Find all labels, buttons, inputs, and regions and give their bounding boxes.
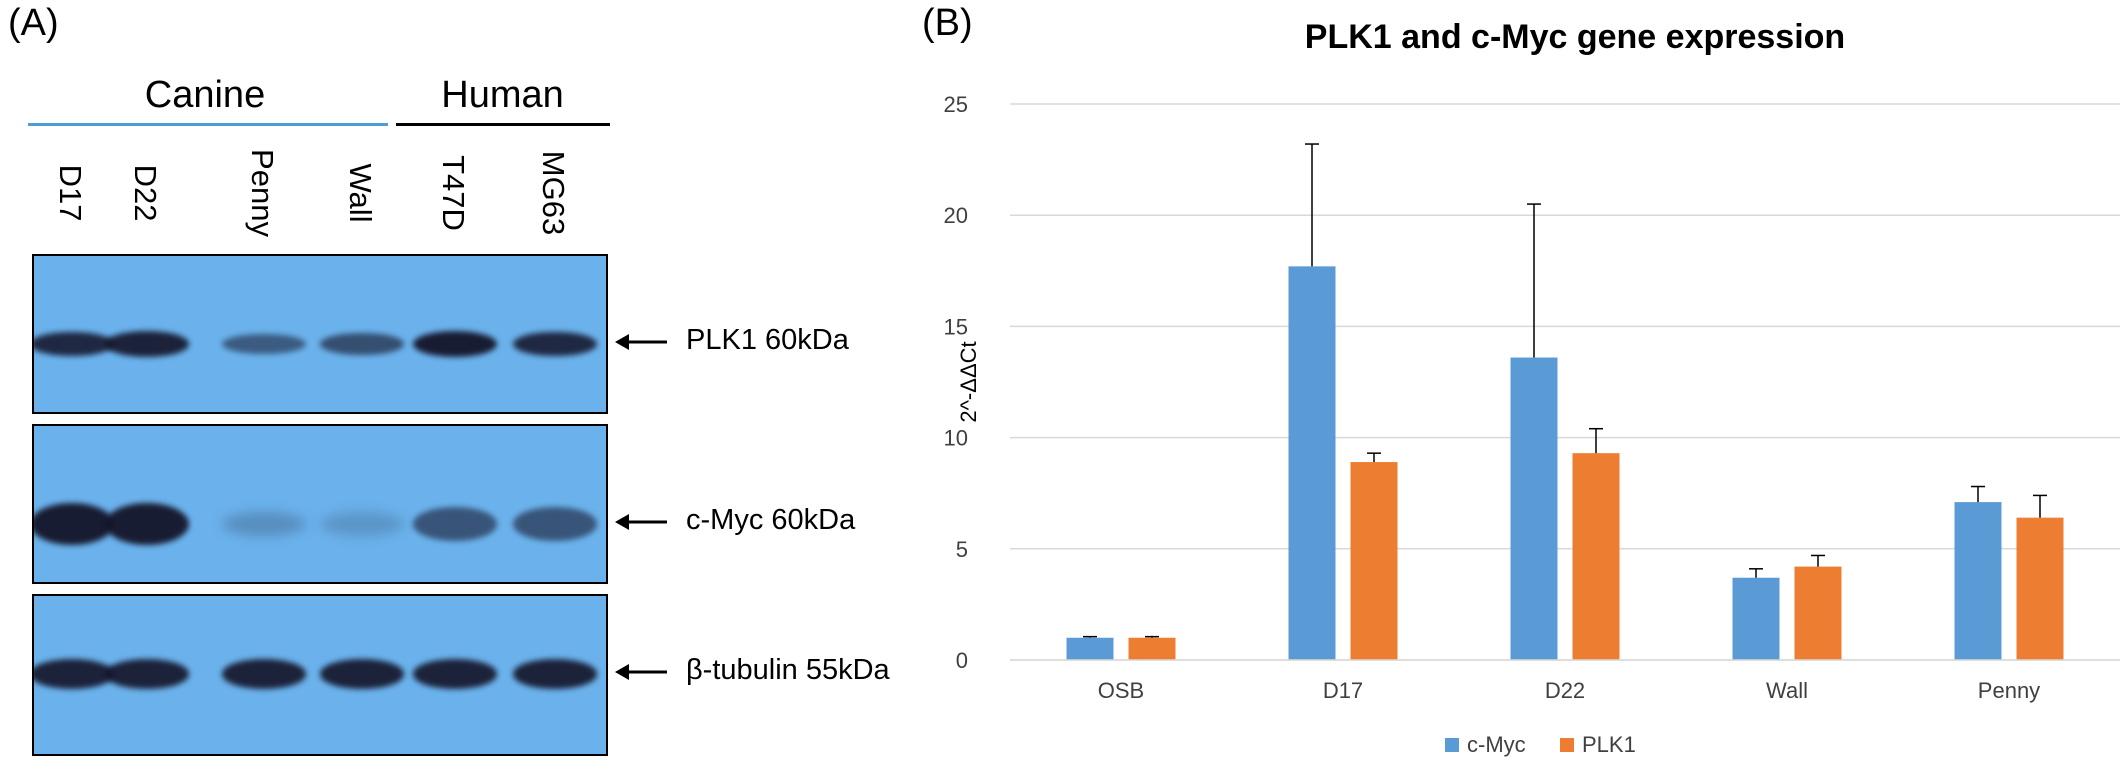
lane-label-penny: Penny: [245, 149, 280, 237]
lane-label-mg63: MG63: [536, 150, 571, 236]
band: [105, 331, 189, 357]
x-tick-label: D17: [1323, 678, 1363, 703]
canine-group-line: [28, 123, 388, 126]
band: [513, 659, 597, 689]
y-tick-label: 10: [944, 426, 968, 451]
lane-label-t47d: T47D: [436, 155, 471, 231]
panel-a-letter: (A): [8, 2, 59, 44]
x-tick-label: Penny: [1978, 678, 2040, 703]
band: [34, 659, 114, 689]
bar-c-myc: [1732, 577, 1780, 660]
arrow-left-icon: [615, 510, 669, 539]
y-tick-label: 25: [944, 92, 968, 117]
blot-1: [32, 424, 608, 584]
bar-chart: PLK1 and c-Myc gene expression 0 5 10 15 20 25…: [940, 0, 2128, 773]
chart-title: PLK1 and c-Myc gene expression: [1305, 18, 1845, 56]
bar-plk1: [1128, 637, 1176, 660]
y-tick-label: 15: [944, 314, 968, 339]
band: [222, 333, 306, 355]
y-axis-label: 2^-ΔΔCt: [956, 341, 981, 422]
blot-2: [32, 594, 608, 756]
bar-plk1: [2016, 517, 2064, 660]
legend-swatch: [1445, 738, 1459, 752]
band: [413, 507, 497, 541]
human-group-line: [396, 123, 610, 126]
group-label-canine: Canine: [144, 74, 266, 116]
bar-plk1: [1350, 462, 1398, 660]
chart-svg: PLK1 and c-Myc gene expression 0 5 10 15 20 25…: [944, 18, 2120, 757]
arrow-left-icon: [615, 660, 669, 689]
arrow-left-icon: [615, 330, 669, 359]
bar-c-myc: [1954, 502, 2002, 660]
lane-label-d17: D17: [53, 164, 88, 222]
x-tick-label: Wall: [1766, 678, 1808, 703]
band: [513, 507, 597, 541]
band: [320, 511, 404, 536]
x-tick-label: D22: [1545, 678, 1585, 703]
y-tick-label: 0: [956, 648, 968, 673]
lane-label-d22: D22: [128, 164, 163, 222]
group-label-human: Human: [441, 74, 564, 116]
panel-b-letter: (B): [922, 2, 973, 44]
band: [105, 659, 189, 689]
y-tick-label: 5: [956, 537, 968, 562]
bar-plk1: [1794, 566, 1842, 660]
band: [222, 659, 306, 689]
band: [513, 331, 597, 357]
protein-label: β-tubulin 55kDa: [686, 654, 890, 686]
band: [105, 503, 189, 545]
band: [320, 659, 404, 689]
bar-c-myc: [1066, 637, 1114, 660]
band: [34, 503, 114, 545]
y-tick-label: 20: [944, 203, 968, 228]
lane-label-wall: Wall: [343, 163, 378, 223]
bar-c-myc: [1510, 357, 1558, 660]
bar-plk1: [1572, 453, 1620, 660]
legend-label: PLK1: [1582, 732, 1636, 757]
band: [413, 331, 497, 357]
protein-label: c-Myc 60kDa: [686, 504, 856, 536]
band: [34, 331, 114, 357]
legend-swatch: [1560, 738, 1574, 752]
blot-0: [32, 254, 608, 414]
bar-c-myc: [1288, 266, 1336, 660]
protein-label: PLK1 60kDa: [686, 324, 849, 356]
x-tick-label: OSB: [1098, 678, 1144, 703]
legend-label: c-Myc: [1467, 732, 1526, 757]
band: [413, 659, 497, 689]
band: [222, 511, 306, 537]
band: [320, 333, 404, 355]
